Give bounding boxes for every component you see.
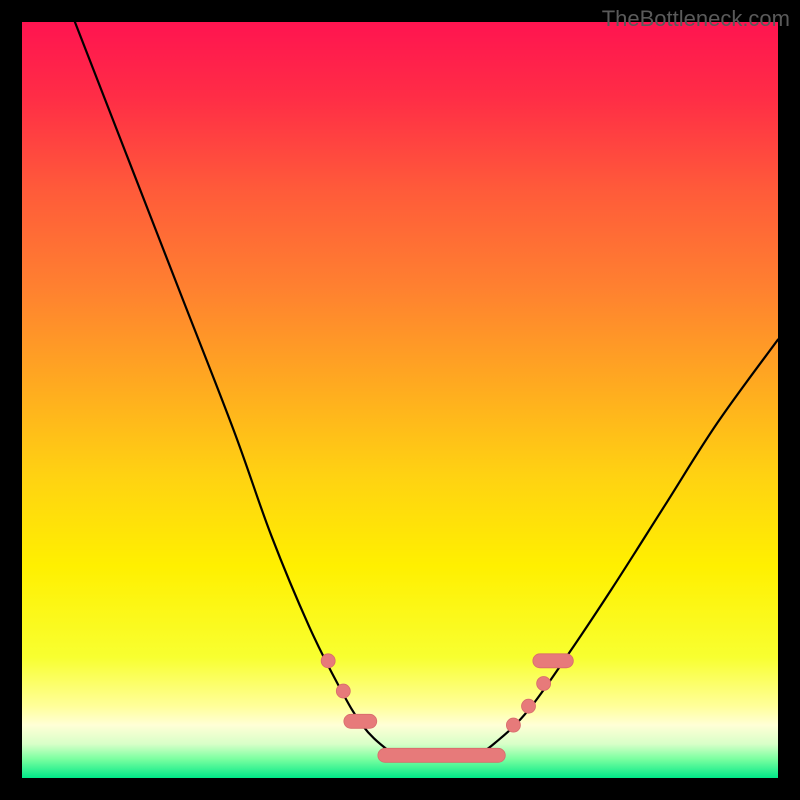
highlight-dot-3 <box>522 699 536 713</box>
watermark-text: TheBottleneck.com <box>602 6 790 32</box>
highlight-dot-0 <box>321 654 335 668</box>
highlight-pill-1 <box>344 714 377 728</box>
highlight-dot-4 <box>537 677 551 691</box>
highlight-pill-0 <box>378 748 505 762</box>
highlight-dot-1 <box>336 684 350 698</box>
plot-background <box>22 22 778 778</box>
highlight-pill-2 <box>533 654 573 668</box>
highlight-dot-2 <box>506 718 520 732</box>
chart-svg <box>0 0 800 800</box>
chart-frame: TheBottleneck.com <box>0 0 800 800</box>
